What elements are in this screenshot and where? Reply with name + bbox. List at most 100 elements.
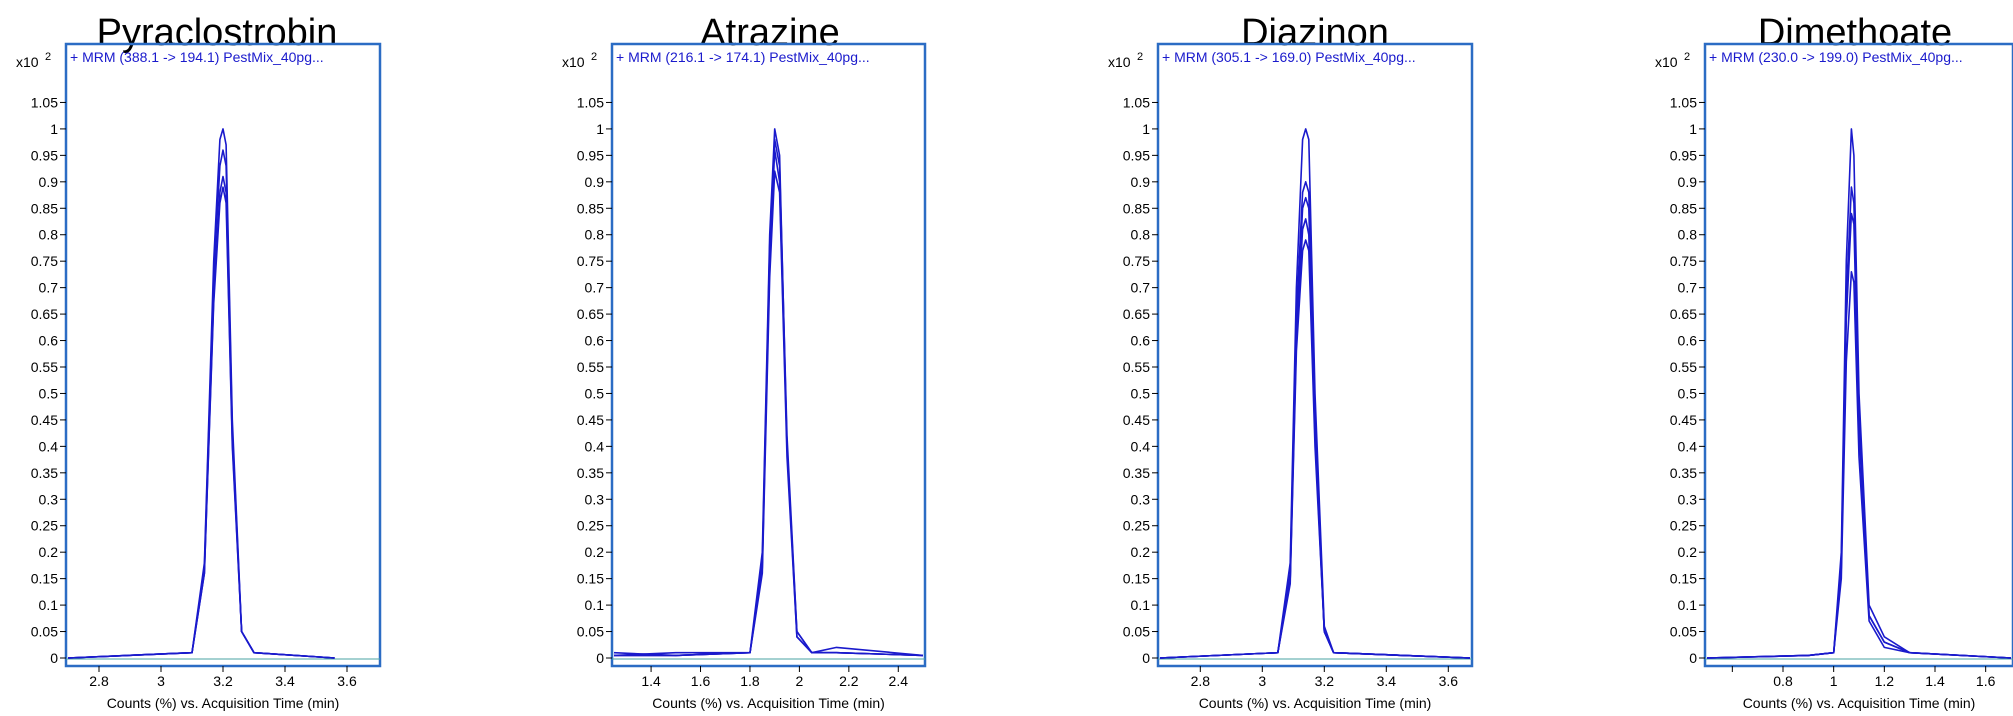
y-tick-label: 0.55 — [1123, 359, 1150, 375]
y-tick-label: 0.3 — [1678, 491, 1698, 507]
y-tick-label: 0.65 — [1123, 306, 1150, 322]
y-tick-label: 0.05 — [1670, 624, 1697, 640]
y-tick-label: 0.9 — [1131, 174, 1151, 190]
chart-panel: Dimethoate+ MRM (230.0 -> 199.0) PestMix… — [1655, 12, 2013, 711]
x-tick-label: 3.2 — [1315, 673, 1335, 689]
legend-label: + MRM (230.0 -> 199.0) PestMix_40pg... — [1709, 49, 1963, 65]
y-tick-label: 0.95 — [31, 147, 58, 163]
chart-title: Diazinon — [1241, 12, 1389, 54]
chart-panel: Diazinon+ MRM (305.1 -> 169.0) PestMix_4… — [1108, 12, 1472, 711]
y-tick-label: 0.2 — [1131, 544, 1151, 560]
y-tick-label: 0.85 — [577, 200, 604, 216]
y-tick-label: 0.95 — [577, 147, 604, 163]
y-tick-label: 0.6 — [1678, 333, 1698, 349]
x-tick-label: 2 — [796, 673, 804, 689]
y-tick-label: 0 — [1142, 650, 1150, 666]
y-tick-label: 0.85 — [31, 200, 58, 216]
y-tick-label: 1.05 — [1670, 94, 1697, 110]
y-tick-label: 0.55 — [1670, 359, 1697, 375]
y-tick-label: 0.5 — [39, 385, 59, 401]
y-tick-label: 1.05 — [577, 94, 604, 110]
y-tick-label: 0.15 — [1670, 571, 1697, 587]
x-tick-label: 1.6 — [691, 673, 711, 689]
y-tick-label: 0.35 — [1123, 465, 1150, 481]
y-tick-label: 1 — [1142, 121, 1150, 137]
y-scale-exponent: 2 — [591, 51, 597, 63]
y-tick-label: 0.7 — [1131, 280, 1151, 296]
y-tick-label: 0.7 — [39, 280, 59, 296]
y-scale-factor: x10 — [1655, 54, 1678, 70]
x-tick-label: 3.4 — [1377, 673, 1397, 689]
x-tick-label: 3.6 — [337, 673, 357, 689]
chromatogram-trace — [1707, 272, 2011, 658]
y-tick-label: 0.6 — [39, 333, 59, 349]
x-tick-label: 2.2 — [839, 673, 859, 689]
y-tick-label: 0.55 — [577, 359, 604, 375]
y-scale-exponent: 2 — [1684, 51, 1690, 63]
y-tick-label: 0.4 — [39, 438, 59, 454]
y-tick-label: 0.65 — [1670, 306, 1697, 322]
y-tick-label: 0.85 — [1670, 200, 1697, 216]
y-tick-label: 1.05 — [31, 94, 58, 110]
y-tick-label: 0.4 — [585, 438, 605, 454]
y-tick-label: 1.05 — [1123, 94, 1150, 110]
y-tick-label: 0.75 — [1123, 253, 1150, 269]
y-tick-label: 0.95 — [1670, 147, 1697, 163]
y-tick-label: 0.95 — [1123, 147, 1150, 163]
chart-title: Atrazine — [700, 12, 839, 54]
x-tick-label: 1.4 — [641, 673, 661, 689]
plot-frame — [1158, 44, 1472, 666]
y-tick-label: 0 — [596, 650, 604, 666]
y-tick-label: 0.9 — [1678, 174, 1698, 190]
x-axis-title: Counts (%) vs. Acquisition Time (min) — [1743, 695, 1976, 711]
y-tick-label: 0.65 — [31, 306, 58, 322]
y-scale-factor: x10 — [562, 54, 585, 70]
y-tick-label: 0.15 — [577, 571, 604, 587]
chart-panel: Pyraclostrobin+ MRM (388.1 -> 194.1) Pes… — [16, 12, 380, 711]
y-tick-label: 0.8 — [585, 227, 605, 243]
x-tick-label: 2.8 — [89, 673, 109, 689]
y-tick-label: 0.8 — [1131, 227, 1151, 243]
y-tick-label: 0.7 — [585, 280, 605, 296]
y-tick-label: 1 — [50, 121, 58, 137]
y-tick-label: 0.2 — [39, 544, 59, 560]
x-tick-label: 2.4 — [889, 673, 909, 689]
y-tick-label: 0.7 — [1678, 280, 1698, 296]
y-tick-label: 0.45 — [1123, 412, 1150, 428]
plot-frame — [1705, 44, 2013, 666]
x-tick-label: 1.6 — [1976, 673, 1996, 689]
legend-label: + MRM (388.1 -> 194.1) PestMix_40pg... — [70, 49, 324, 65]
x-axis-title: Counts (%) vs. Acquisition Time (min) — [652, 695, 885, 711]
y-scale-factor: x10 — [1108, 54, 1131, 70]
y-tick-label: 0 — [50, 650, 58, 666]
y-tick-label: 0.55 — [31, 359, 58, 375]
y-tick-label: 0.3 — [39, 491, 59, 507]
y-tick-label: 0.6 — [1131, 333, 1151, 349]
y-tick-label: 0.85 — [1123, 200, 1150, 216]
y-tick-label: 0.5 — [1131, 385, 1151, 401]
chart-panel: Atrazine+ MRM (216.1 -> 174.1) PestMix_4… — [562, 12, 925, 711]
x-tick-label: 3 — [157, 673, 165, 689]
y-tick-label: 0.05 — [31, 624, 58, 640]
x-tick-label: 2.8 — [1191, 673, 1211, 689]
y-tick-label: 0.45 — [1670, 412, 1697, 428]
x-tick-label: 1.8 — [740, 673, 760, 689]
y-tick-label: 0.75 — [1670, 253, 1697, 269]
y-tick-label: 0.2 — [585, 544, 605, 560]
y-tick-label: 0.15 — [1123, 571, 1150, 587]
y-tick-label: 0.4 — [1131, 438, 1151, 454]
y-tick-label: 0.6 — [585, 333, 605, 349]
x-tick-label: 1.2 — [1875, 673, 1895, 689]
y-tick-label: 0.75 — [577, 253, 604, 269]
x-tick-label: 1.4 — [1925, 673, 1945, 689]
y-tick-label: 0.8 — [1678, 227, 1698, 243]
y-tick-label: 0.35 — [31, 465, 58, 481]
y-tick-label: 0.5 — [1678, 385, 1698, 401]
y-tick-label: 0.1 — [1131, 597, 1151, 613]
x-tick-label: 3.4 — [275, 673, 295, 689]
y-tick-label: 0.05 — [1123, 624, 1150, 640]
y-tick-label: 0.9 — [39, 174, 59, 190]
legend-label: + MRM (216.1 -> 174.1) PestMix_40pg... — [616, 49, 870, 65]
y-tick-label: 0.45 — [577, 412, 604, 428]
